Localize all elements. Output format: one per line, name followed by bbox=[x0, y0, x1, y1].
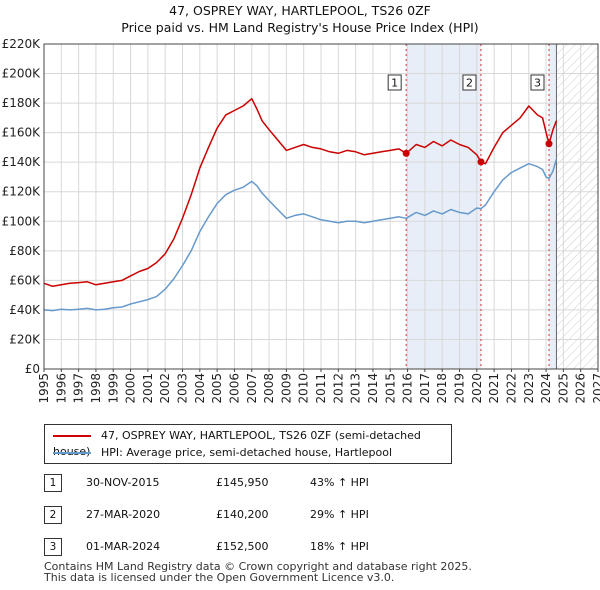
sale-date: 01-MAR-2024 bbox=[86, 540, 161, 553]
footer-line2: This data is licensed under the Open Gov… bbox=[44, 571, 395, 584]
legend: 47, OSPREY WAY, HARTLEPOOL, TS26 0ZF (se… bbox=[44, 424, 452, 464]
legend-item-hpi: HPI: Average price, semi-detached house,… bbox=[53, 445, 392, 461]
legend-label-hpi: HPI: Average price, semi-detached house,… bbox=[101, 446, 393, 459]
x-tick-label: 1995 bbox=[37, 373, 51, 404]
price-chart: 1 2 3 £0 £20K £40K £60K £80K £100K £120K £140K £160… bbox=[2, 37, 600, 404]
sale-hpi-change: 18% ↑ HPI bbox=[310, 540, 369, 553]
sale-number-label: 1 bbox=[391, 77, 398, 90]
y-tick-label: £180K bbox=[2, 96, 42, 110]
sale-row: 3 01-MAR-2024 £152,500 18% ↑ HPI bbox=[44, 538, 424, 558]
x-tick-label: 2002 bbox=[158, 373, 172, 404]
x-tick-label: 2015 bbox=[383, 373, 397, 404]
legend-label-property: 47, OSPREY WAY, HARTLEPOOL, TS26 0ZF (se… bbox=[53, 429, 421, 458]
series-line-hpi bbox=[43, 158, 558, 312]
x-tick-label: 2017 bbox=[418, 373, 432, 404]
y-tick-label: £220K bbox=[2, 37, 42, 51]
footer-attribution: Contains HM Land Registry data © Crown c… bbox=[44, 561, 472, 583]
legend-item-property: 47, OSPREY WAY, HARTLEPOOL, TS26 0ZF (se… bbox=[53, 428, 451, 458]
sale-hpi-change: 43% ↑ HPI bbox=[310, 476, 369, 489]
sale-price: £152,500 bbox=[216, 540, 269, 553]
legend-swatch-property bbox=[53, 435, 91, 437]
sale-row: 2 27-MAR-2020 £140,200 29% ↑ HPI bbox=[44, 506, 424, 526]
x-tick-label: 2026 bbox=[574, 373, 588, 404]
x-tick-label: 2024 bbox=[539, 373, 553, 404]
sale-number-label: 3 bbox=[534, 77, 541, 90]
y-tick-label: £80K bbox=[9, 244, 41, 258]
x-tick-label: 2001 bbox=[141, 373, 155, 404]
x-tick-label: 2023 bbox=[522, 373, 536, 404]
x-tick-label: 2025 bbox=[556, 373, 570, 404]
x-tick-label: 1996 bbox=[54, 373, 68, 404]
sale-number-box bbox=[462, 74, 477, 91]
x-tick-label: 2011 bbox=[314, 373, 328, 404]
sale-point bbox=[477, 158, 485, 166]
y-tick-label: £100K bbox=[2, 214, 42, 228]
x-tick-label: 2016 bbox=[401, 373, 415, 404]
x-tick-label: 2021 bbox=[487, 373, 501, 404]
y-tick-label: £120K bbox=[2, 185, 42, 199]
x-tick-label: 2022 bbox=[504, 373, 518, 404]
sale-number-badge: 3 bbox=[44, 538, 62, 556]
chart-title-line2: Price paid vs. HM Land Registry's House … bbox=[121, 20, 479, 35]
x-tick-label: 2009 bbox=[279, 373, 293, 404]
x-tick-label: 1998 bbox=[89, 373, 103, 404]
sale-point bbox=[545, 140, 553, 148]
x-tick-label: 2013 bbox=[349, 373, 363, 404]
legend-swatch-hpi bbox=[53, 452, 91, 454]
sale-hpi-change: 29% ↑ HPI bbox=[310, 508, 369, 521]
x-tick-label: 2008 bbox=[262, 373, 276, 404]
chart-title-line1: 47, OSPREY WAY, HARTLEPOOL, TS26 0ZF bbox=[169, 3, 431, 18]
plot-area: 1 2 3 £0 £20K £40K £60K £80K £100K £120K £140K £160… bbox=[2, 37, 600, 404]
x-tick-label: 2014 bbox=[366, 373, 380, 404]
sale-row: 1 30-NOV-2015 £145,950 43% ↑ HPI bbox=[44, 474, 424, 494]
sale-price: £140,200 bbox=[216, 508, 269, 521]
shaded-period bbox=[406, 44, 481, 369]
forecast-hatch bbox=[556, 44, 598, 369]
y-tick-label: £0 bbox=[25, 362, 40, 376]
x-tick-label: 2019 bbox=[453, 373, 467, 404]
x-tick-label: 2010 bbox=[297, 373, 311, 404]
shaded-period bbox=[549, 44, 557, 369]
x-tick-label: 2020 bbox=[470, 373, 484, 404]
y-tick-label: £160K bbox=[2, 126, 42, 140]
footer-line1: Contains HM Land Registry data © Crown c… bbox=[44, 560, 472, 573]
series-line-property bbox=[43, 97, 558, 288]
y-tick-label: £200K bbox=[2, 67, 42, 81]
y-tick-label: £20K bbox=[9, 332, 41, 346]
sale-number-box bbox=[387, 74, 402, 91]
x-tick-label: 2012 bbox=[331, 373, 345, 404]
sale-number-box bbox=[530, 74, 545, 91]
sale-date: 30-NOV-2015 bbox=[86, 476, 160, 489]
x-tick-label: 2007 bbox=[245, 373, 259, 404]
sale-number-badge: 1 bbox=[44, 474, 62, 492]
sale-number-badge: 2 bbox=[44, 506, 62, 524]
x-tick-label: 2003 bbox=[176, 373, 190, 404]
y-tick-label: £60K bbox=[9, 273, 41, 287]
y-tick-label: £40K bbox=[9, 303, 41, 317]
x-tick-label: 2005 bbox=[210, 373, 224, 404]
x-tick-label: 1999 bbox=[106, 373, 120, 404]
chart-title: 47, OSPREY WAY, HARTLEPOOL, TS26 0ZF Pri… bbox=[0, 2, 600, 36]
y-tick-label: £140K bbox=[2, 155, 42, 169]
sale-date: 27-MAR-2020 bbox=[86, 508, 161, 521]
sale-price: £145,950 bbox=[216, 476, 269, 489]
x-tick-label: 2006 bbox=[227, 373, 241, 404]
x-tick-label: 1997 bbox=[72, 373, 86, 404]
sale-point bbox=[402, 149, 410, 157]
sale-number-label: 2 bbox=[466, 77, 473, 90]
x-tick-label: 2000 bbox=[124, 373, 138, 404]
x-tick-label: 2027 bbox=[591, 373, 600, 404]
x-tick-label: 2004 bbox=[193, 373, 207, 404]
x-tick-label: 2018 bbox=[435, 373, 449, 404]
